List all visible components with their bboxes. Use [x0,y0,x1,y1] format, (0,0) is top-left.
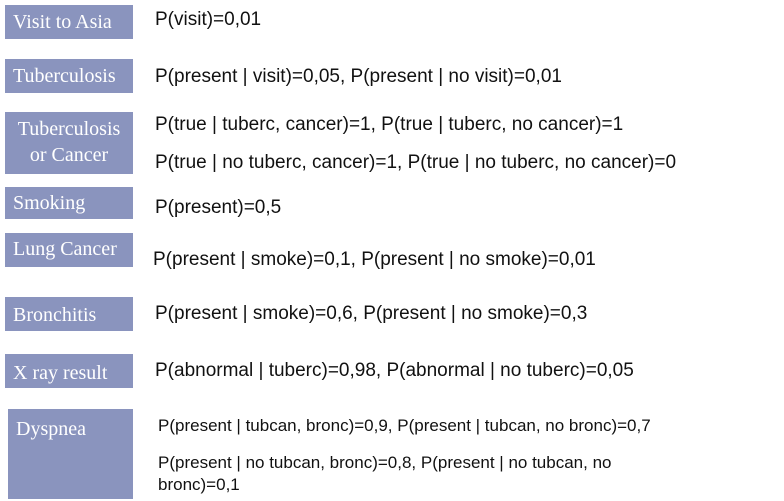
node-label-line-1: Tuberculosis [17,118,121,140]
cpt-tuberculosis-or-cancer-line-1: P(true | tuberc, cancer)=1, P(true | tub… [155,114,624,135]
cpt-tuberculosis-or-cancer-line-2: P(true | no tuberc, cancer)=1, P(true | … [155,152,677,173]
node-label-lung-cancer: Lung Cancer [5,233,133,267]
cpt-tuberculosis: P(present | visit)=0,05, P(present | no … [155,66,562,87]
node-label-dyspnea: Dyspnea [8,409,133,499]
node-label-x-ray-result: X ray result [5,354,133,388]
cpt-lung-cancer: P(present | smoke)=0,1, P(present | no s… [153,249,596,270]
cpt-bronchitis: P(present | smoke)=0,6, P(present | no s… [155,303,588,324]
node-label-line-2: or Cancer [29,144,109,166]
node-label-smoking: Smoking [5,187,133,219]
cpt-dyspnea-line-2: P(present | no tubcan, bronc)=0,8, P(pre… [158,453,612,494]
cpt-dyspnea-line-1: P(present | tubcan, bronc)=0,9, P(presen… [158,416,651,435]
cpt-smoking: P(present)=0,5 [155,197,282,218]
cpt-x-ray-result: P(abnormal | tuberc)=0,98, P(abnormal | … [155,360,634,381]
node-label-tuberculosis-or-cancer: Tuberculosis or Cancer [5,112,133,174]
cpt-visit-to-asia: P(visit)=0,01 [155,9,262,30]
node-label-visit-to-asia: Visit to Asia [5,5,133,39]
node-label-bronchitis: Bronchitis [5,297,133,331]
node-label-tuberculosis: Tuberculosis [5,59,133,93]
